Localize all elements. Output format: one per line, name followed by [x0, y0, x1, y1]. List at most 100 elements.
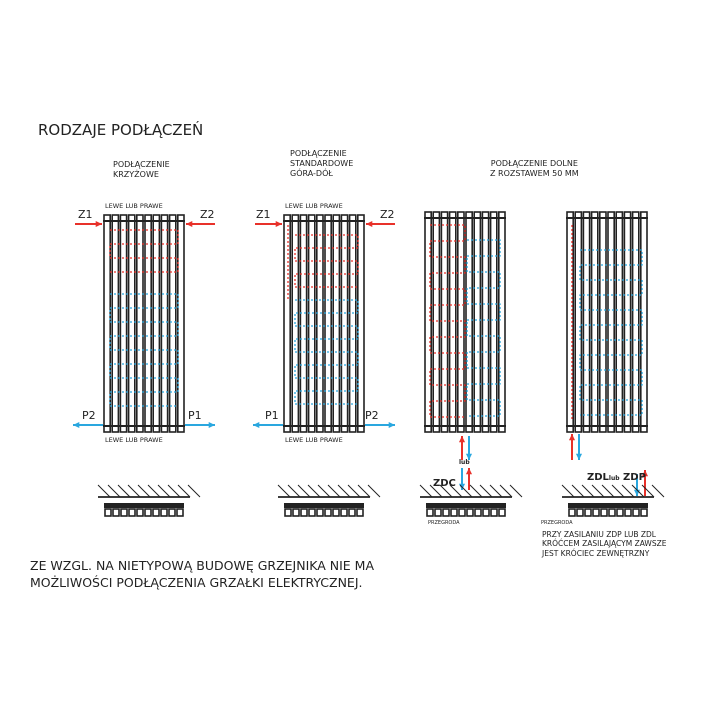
zdl-label: ZDL [586, 471, 609, 483]
floor-standard-hatch [297, 484, 311, 498]
zdc-label: ZDC [433, 478, 456, 489]
footer-note: ZE WZGL. NA NIETYPOWĄ BUDOWĘ GRZEJNIKA N… [30, 558, 375, 590]
radiator-cross-column [168, 214, 177, 433]
radiator-standard-column [332, 214, 341, 433]
floor-cross-column [160, 508, 168, 517]
floor-cross-column [104, 508, 112, 517]
floor-center-column [490, 508, 498, 517]
arrow-return-center-head [465, 453, 473, 460]
floor-side-column [624, 508, 632, 517]
arrow-supply-side-head [568, 434, 576, 441]
partition-label-center: PRZEGRODA [428, 520, 460, 526]
arrow-p1-standard-head [253, 421, 260, 429]
floor-center-hatch [459, 484, 473, 498]
radiator-standard-column [291, 214, 300, 433]
floor-standard-column [340, 508, 348, 517]
floor-standard-column [284, 508, 292, 517]
floor-cross-column [176, 508, 184, 517]
floor-center-hatch [449, 484, 463, 498]
floor-cross-column [152, 508, 160, 517]
radiator-bottom-side-column [566, 211, 574, 433]
floor-center-pipe [426, 503, 506, 508]
floor-center-column [450, 508, 458, 517]
radiator-standard-column [356, 214, 365, 433]
floor-side-column [600, 508, 608, 517]
radiator-bottom-center-column [424, 211, 432, 433]
floor-side-hatch [571, 484, 585, 498]
floor-side-column [608, 508, 616, 517]
label-p2-a: P2 [82, 409, 96, 422]
radiator-bottom-center-column [456, 211, 465, 433]
floor-standard-column [316, 508, 324, 517]
floor-center-hatch [479, 484, 493, 498]
heading-cross: PODŁĄCZENIE KRZYŻOWE [113, 160, 170, 179]
floor-cross-hatch [107, 484, 121, 498]
floor-side-hatch [621, 484, 635, 498]
side-note: PRZY ZASILANIU ZDP LUB ZDL KRÓĆCEM ZASIL… [542, 530, 667, 558]
floor-cross-hatch [177, 484, 191, 498]
floor-side-column [568, 508, 576, 517]
floor-cross-hatch [167, 484, 181, 498]
radiator-bottom-center-column [432, 211, 441, 433]
floor-center-column [482, 508, 490, 517]
radiator-standard-column [340, 214, 349, 433]
radiator-bottom-center-column [473, 211, 482, 433]
floor-center-column [434, 508, 442, 517]
radiator-standard-column [324, 214, 332, 433]
floor-center-hatch [469, 484, 483, 498]
or-label-side: lub [608, 474, 620, 482]
return-flow-side [579, 249, 643, 416]
arrow-p2-standard-head [388, 421, 395, 429]
radiator-cross-column [111, 214, 120, 433]
floor-center-hatch [509, 484, 523, 498]
radiator-bottom-side-column [582, 211, 591, 433]
floor-standard-column [332, 508, 340, 517]
return-flow-center [466, 239, 501, 417]
floor-standard-hatch [357, 484, 371, 498]
floor-center-column [442, 508, 450, 517]
partition-label-side: PRZEGRODA [541, 520, 573, 526]
return-flow-cross [109, 293, 179, 407]
radiator-cross-column [103, 214, 111, 433]
radiator-cross-column [136, 214, 144, 433]
floor-standard-hatch [307, 484, 321, 498]
floor-cross-column [112, 508, 120, 517]
radiator-standard-column [283, 214, 291, 433]
floor-side-column [632, 508, 640, 517]
top-label-1: LEWE LUB PRAWE [105, 202, 163, 210]
floor-center-hatch [429, 484, 443, 498]
radiator-bottom-center-column [448, 211, 457, 433]
floor-center-hatch [439, 484, 453, 498]
floor-side-hatch [561, 484, 575, 498]
radiator-bottom-center-column [497, 211, 506, 433]
floor-side-hatch [611, 484, 625, 498]
floor-standard-hatch [367, 484, 381, 498]
floor-side-column [576, 508, 584, 517]
radiator-cross-column [127, 214, 136, 433]
heading-standard: PODŁĄCZENIE STANDARDOWE GÓRA-DÓŁ [290, 149, 354, 178]
floor-center-column [474, 508, 482, 517]
floor-cross-hatch [127, 484, 141, 498]
floor-standard-column [348, 508, 356, 517]
floor-center-column [426, 508, 434, 517]
floor-side-pipe [568, 503, 648, 508]
radiator-cross-column [177, 214, 185, 433]
radiator-bottom-side-column [574, 211, 583, 433]
label-z2-a: Z2 [200, 208, 215, 221]
arrow-z1-cross-head [95, 220, 102, 228]
floor-standard-column [292, 508, 300, 517]
supply-zig-standard [294, 234, 359, 288]
label-p1-b: P1 [265, 409, 279, 422]
floor-cross-pipe [104, 503, 184, 508]
bottom-label-2: LEWE LUB PRAWE [285, 436, 343, 444]
radiator-bottom-center-column [481, 211, 490, 433]
arrow-z2-cross-head [186, 220, 193, 228]
floor-standard-column [300, 508, 308, 517]
label-z1-a: Z1 [78, 208, 93, 221]
floor-side-hatch [631, 484, 645, 498]
radiator-bottom-side-column [607, 211, 615, 433]
floor-standard-hatch [337, 484, 351, 498]
floor-cross-hatch [187, 484, 201, 498]
arrow-supply-side-2-head [641, 470, 649, 477]
